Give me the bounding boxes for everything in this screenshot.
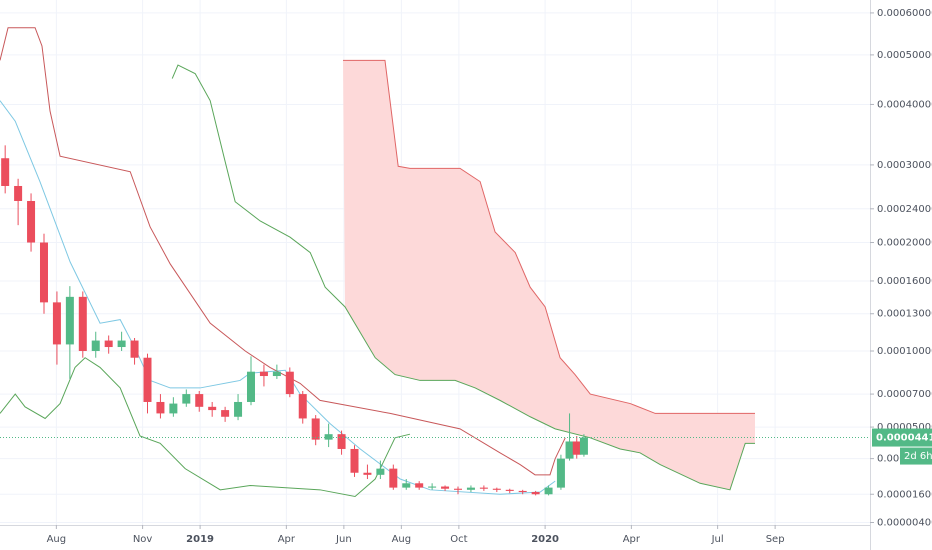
candle-body [363, 472, 372, 475]
indicator-line [0, 27, 566, 476]
candle-body [130, 340, 139, 358]
candle-body [402, 483, 411, 488]
candle-body [389, 468, 398, 488]
x-tick-label: Apr [623, 534, 641, 545]
candle-body [208, 406, 217, 411]
leading-span-b [342, 59, 755, 414]
candle-body [143, 357, 152, 402]
last-price-label: 0.00004414 [876, 433, 932, 444]
candle-body [428, 486, 437, 488]
candle-body [91, 340, 100, 351]
candle-body [298, 394, 307, 419]
candle-body [466, 487, 475, 490]
candle-body [27, 200, 36, 243]
y-tick-label: 0.00040000 [877, 99, 932, 110]
candle-body [65, 296, 74, 345]
candle-body [454, 488, 463, 490]
y-tick-label: 0.00016000 [877, 276, 932, 287]
y-tick-label: 0.00013000 [877, 309, 932, 320]
candle-body [311, 418, 320, 440]
candle-body [376, 468, 385, 475]
candle-body [182, 394, 191, 404]
x-tick-label: Sep [766, 534, 785, 545]
candle-body [492, 488, 501, 490]
x-tick-label: Aug [392, 534, 412, 545]
candle-body [39, 242, 48, 303]
candle-body [285, 371, 294, 395]
y-tick-label: 0.00005000 [877, 422, 932, 433]
x-tick-label: Apr [278, 534, 296, 545]
candle-body [195, 394, 204, 407]
candle-body [337, 434, 346, 449]
candle-body [78, 296, 87, 351]
candle-body [156, 401, 165, 414]
y-tick-label: 0.00007000 [877, 389, 932, 400]
candle-body [544, 487, 553, 495]
countdown-label: 2d 6h [904, 451, 932, 462]
candle-body [259, 371, 268, 377]
plot-area [0, 0, 870, 525]
x-tick-label: Oct [450, 534, 467, 545]
x-tick-label: Jul [711, 534, 724, 545]
candle-body [221, 410, 230, 417]
candle-body [415, 483, 424, 488]
candle-body [272, 371, 281, 377]
y-tick-label: 0.00001600 [877, 489, 932, 500]
candle-body [556, 458, 565, 488]
x-tick-label: Aug [47, 534, 67, 545]
y-tick-label: 0.00000400 [877, 518, 932, 529]
candle-body [52, 302, 61, 345]
cloud [342, 60, 755, 490]
y-tick-label: 0.00050000 [877, 50, 932, 61]
candle-body [117, 340, 126, 348]
candle-body [531, 492, 540, 495]
indicator-line [0, 357, 411, 498]
x-tick-label: 2019 [186, 534, 214, 545]
leading-span-a [171, 64, 755, 491]
y-tick-label: 0.00020000 [877, 238, 932, 249]
candle-body [579, 437, 588, 455]
candle-body [479, 487, 488, 489]
y-tick-label: 0.00010000 [877, 346, 932, 357]
last-price-badge [872, 428, 932, 447]
candle-body [14, 185, 23, 201]
candle-body [246, 371, 255, 402]
candle-body [572, 441, 581, 455]
candle-body [169, 403, 178, 414]
candle-body [324, 434, 333, 440]
candle-body [350, 448, 359, 473]
x-tick-label: 2020 [531, 534, 559, 545]
y-tick-label: 0.00060000 [877, 8, 932, 19]
y-tick-label: 0.00024000 [877, 204, 932, 215]
candle-body [104, 340, 113, 348]
countdown-badge [900, 447, 932, 465]
x-tick-label: Jun [335, 534, 352, 545]
candle-body [441, 486, 450, 489]
candle-body [518, 490, 527, 493]
candle-body [565, 441, 574, 459]
y-tick-label: 0.00030000 [877, 160, 932, 171]
x-tick-label: Nov [133, 534, 153, 545]
candle-body [505, 489, 514, 491]
candle-body [1, 158, 10, 186]
candle-body [234, 401, 243, 417]
